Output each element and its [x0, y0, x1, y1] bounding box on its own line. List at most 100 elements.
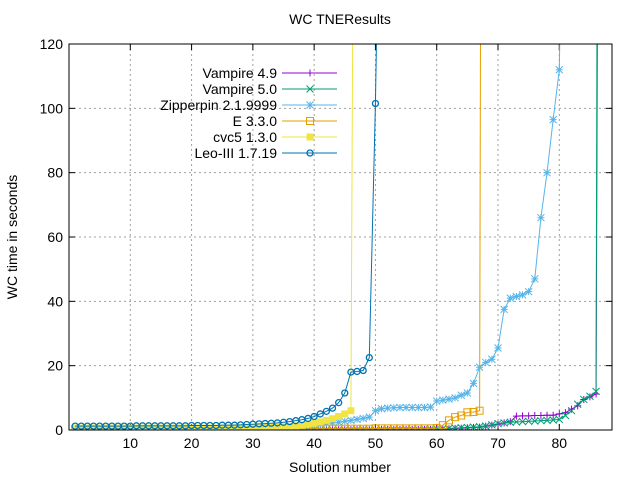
data-point — [426, 403, 435, 412]
data-point — [537, 213, 545, 222]
series-leo-iii-1-7-19 — [71, 44, 380, 430]
legend-label: cvc5 1.3.0 — [213, 129, 277, 145]
series-line — [75, 44, 561, 430]
data-point — [543, 411, 551, 419]
data-point — [212, 424, 220, 430]
series-group — [71, 44, 600, 430]
data-point — [543, 168, 551, 177]
data-point — [537, 412, 545, 420]
data-point — [475, 422, 484, 430]
data-point — [573, 400, 582, 409]
data-point — [114, 424, 122, 430]
data-point — [549, 416, 558, 424]
data-point — [335, 399, 343, 407]
y-axis-label: WC time in seconds — [4, 175, 20, 299]
data-point — [512, 418, 521, 426]
series-line — [75, 44, 598, 430]
data-point — [389, 424, 398, 430]
data-point — [463, 389, 472, 397]
data-point — [163, 424, 171, 430]
x-tick-label: 50 — [368, 435, 384, 451]
data-point — [426, 424, 435, 430]
data-point — [494, 344, 502, 352]
series-vampire-5-0 — [71, 44, 600, 430]
data-point — [438, 396, 447, 404]
data-point — [353, 424, 362, 430]
y-tick-label: 0 — [55, 422, 63, 438]
data-point — [224, 424, 232, 430]
data-point — [335, 412, 343, 420]
y-tick-label: 80 — [47, 165, 63, 181]
data-point — [592, 387, 600, 396]
series-e-3-3-0 — [71, 44, 484, 430]
legend-marker-icon — [306, 149, 314, 157]
data-point — [371, 99, 380, 108]
legend-marker-icon — [306, 133, 314, 141]
data-point — [549, 411, 557, 419]
data-point — [230, 424, 238, 430]
data-point — [555, 415, 564, 424]
legend-marker-icon — [306, 117, 314, 125]
data-point — [341, 410, 349, 418]
data-point — [353, 415, 361, 424]
data-point — [586, 392, 594, 401]
data-point — [310, 412, 318, 421]
data-point — [377, 404, 386, 413]
data-point — [365, 424, 374, 430]
data-point — [96, 424, 104, 430]
data-point — [512, 292, 521, 301]
data-point — [414, 403, 423, 412]
chart-title: WC TNEResults — [289, 11, 391, 27]
data-point — [402, 424, 411, 430]
data-point — [316, 410, 324, 418]
x-tick-label: 60 — [429, 435, 445, 451]
data-point — [567, 406, 576, 415]
data-point — [396, 403, 404, 412]
data-point — [322, 416, 330, 424]
x-tick-label: 10 — [122, 435, 138, 451]
x-tick-label: 70 — [490, 435, 506, 451]
data-point — [445, 395, 453, 403]
data-point — [181, 424, 189, 430]
data-point — [316, 418, 324, 426]
data-point — [531, 412, 539, 420]
legend-marker-icon — [306, 85, 314, 93]
data-point — [469, 379, 478, 388]
data-point — [389, 403, 398, 412]
legend-label: E 3.3.0 — [233, 113, 278, 129]
data-point — [555, 410, 563, 418]
data-point — [334, 418, 343, 427]
data-point — [414, 424, 423, 430]
data-point — [273, 423, 281, 430]
data-point — [524, 417, 533, 426]
data-point — [280, 423, 288, 430]
data-point — [329, 415, 337, 423]
data-point — [488, 420, 496, 429]
series-line — [75, 44, 481, 430]
data-point — [561, 411, 570, 420]
legend-marker-icon — [306, 69, 314, 77]
x-tick-label: 80 — [552, 435, 568, 451]
data-point — [169, 424, 177, 430]
data-point — [420, 424, 429, 430]
data-point — [120, 424, 128, 430]
y-tick-label: 100 — [40, 100, 64, 116]
x-tick-label: 20 — [184, 435, 200, 451]
data-point — [555, 65, 564, 74]
y-tick-label: 60 — [47, 229, 63, 245]
data-point — [126, 424, 134, 430]
data-point — [494, 419, 502, 428]
data-point — [469, 423, 478, 430]
axis-ticks: 10 20 30 40 50 60 70 80 0 20 40 60 80 100 120 — [40, 36, 612, 451]
data-point — [347, 407, 355, 415]
data-point — [237, 424, 245, 430]
data-point — [151, 424, 159, 430]
data-point — [108, 424, 116, 430]
data-point — [334, 424, 343, 430]
data-point — [304, 414, 312, 423]
data-point — [304, 420, 312, 428]
data-point — [451, 424, 459, 430]
data-point — [298, 421, 306, 429]
